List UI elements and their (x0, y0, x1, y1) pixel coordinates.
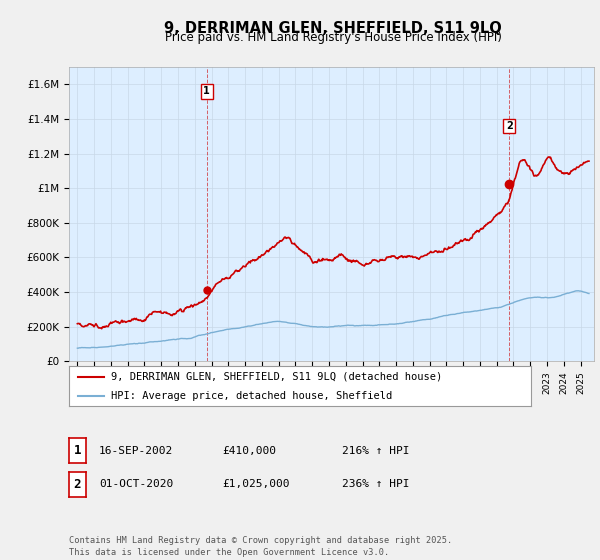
Text: £1,025,000: £1,025,000 (222, 479, 290, 489)
Text: 2: 2 (506, 121, 512, 131)
Text: 16-SEP-2002: 16-SEP-2002 (99, 446, 173, 456)
Text: 216% ↑ HPI: 216% ↑ HPI (342, 446, 409, 456)
Text: 9, DERRIMAN GLEN, SHEFFIELD, S11 9LQ: 9, DERRIMAN GLEN, SHEFFIELD, S11 9LQ (164, 21, 502, 36)
Text: HPI: Average price, detached house, Sheffield: HPI: Average price, detached house, Shef… (110, 391, 392, 401)
Text: Contains HM Land Registry data © Crown copyright and database right 2025.
This d: Contains HM Land Registry data © Crown c… (69, 536, 452, 557)
Text: 2: 2 (74, 478, 81, 491)
Text: 9, DERRIMAN GLEN, SHEFFIELD, S11 9LQ (detached house): 9, DERRIMAN GLEN, SHEFFIELD, S11 9LQ (de… (110, 372, 442, 382)
Text: £410,000: £410,000 (222, 446, 276, 456)
Text: 1: 1 (203, 86, 210, 96)
Text: 1: 1 (74, 444, 81, 458)
Text: Price paid vs. HM Land Registry's House Price Index (HPI): Price paid vs. HM Land Registry's House … (164, 31, 502, 44)
Text: 236% ↑ HPI: 236% ↑ HPI (342, 479, 409, 489)
Text: 01-OCT-2020: 01-OCT-2020 (99, 479, 173, 489)
